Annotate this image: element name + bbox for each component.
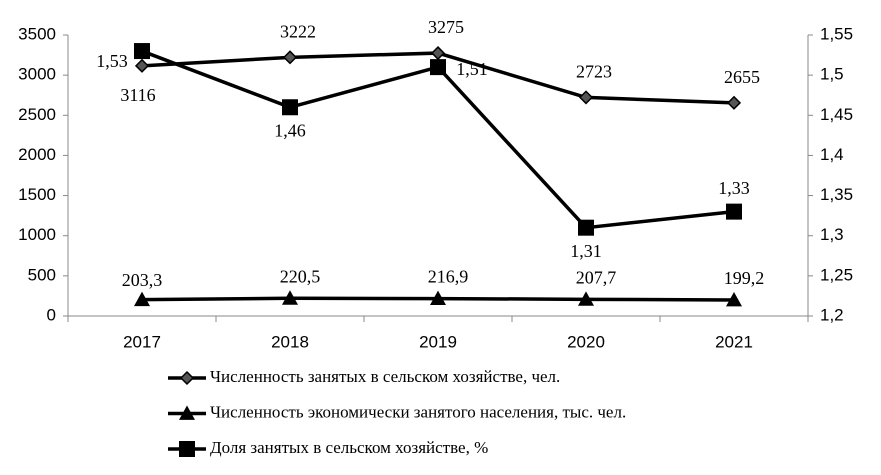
data-label: 1,46 [274, 120, 306, 140]
marker-square [726, 203, 742, 220]
y-tick-label: 1500 [18, 185, 56, 204]
legend-label: Численность экономически занятого населе… [210, 402, 626, 421]
y-tick-label: 3000 [18, 65, 56, 84]
data-label: 1,53 [96, 51, 128, 71]
y-tick-label: 1000 [18, 225, 56, 244]
marker-triangle [179, 405, 195, 420]
x-tick-label: 2019 [419, 332, 457, 351]
marker-diamond [179, 370, 195, 386]
marker-diamond [578, 90, 594, 105]
y2-tick-label: 1,25 [820, 265, 853, 284]
y2-tick-label: 1,4 [820, 145, 844, 164]
marker-diamond [282, 50, 298, 65]
data-label: 216,9 [428, 267, 469, 287]
data-label: 1,51 [456, 59, 488, 79]
marker-square [134, 43, 150, 60]
y-tick-label: 0 [47, 305, 56, 324]
y-tick-label: 3500 [18, 24, 56, 43]
marker-triangle [578, 291, 594, 306]
x-tick-label: 2018 [271, 332, 309, 351]
marker-diamond [430, 46, 446, 61]
y2-tick-label: 1,35 [820, 185, 853, 204]
marker-triangle [726, 292, 742, 307]
y2-tick-label: 1,2 [820, 305, 844, 324]
data-label: 3222 [280, 21, 316, 41]
marker-square [430, 59, 446, 76]
x-tick-label: 2020 [567, 332, 605, 351]
marker-square [282, 99, 298, 116]
y-tick-label: 2000 [18, 145, 56, 164]
y2-tick-label: 1,3 [820, 225, 844, 244]
y2-tick-label: 1,45 [820, 105, 853, 124]
marker-square [179, 441, 195, 457]
y2-tick-label: 1,5 [820, 65, 844, 84]
data-label: 3275 [428, 17, 464, 37]
marker-diamond [134, 58, 150, 73]
marker-square [578, 219, 594, 236]
y-tick-label: 500 [28, 265, 56, 284]
data-label: 207,7 [576, 267, 617, 287]
data-label: 203,3 [122, 270, 163, 290]
data-label: 2723 [576, 62, 612, 82]
marker-diamond [726, 95, 742, 110]
marker-triangle [282, 290, 298, 305]
legend-label: Доля занятых в сельском хозяйстве, % [210, 438, 488, 457]
data-label: 2655 [724, 67, 760, 87]
data-label: 199,2 [724, 268, 765, 288]
x-tick-label: 2021 [715, 332, 753, 351]
data-label: 1,33 [718, 178, 750, 198]
data-label: 3116 [120, 85, 155, 105]
y2-tick-label: 1,55 [820, 24, 853, 43]
series-line [141, 49, 735, 230]
y-tick-label: 2500 [18, 105, 56, 124]
marker-triangle [134, 291, 150, 307]
legend-label: Численность занятых в сельском хозяйстве… [210, 367, 560, 386]
marker-triangle [430, 290, 446, 305]
x-tick-label: 2017 [123, 332, 161, 351]
data-label: 1,31 [570, 241, 602, 261]
data-label: 220,5 [280, 266, 321, 286]
